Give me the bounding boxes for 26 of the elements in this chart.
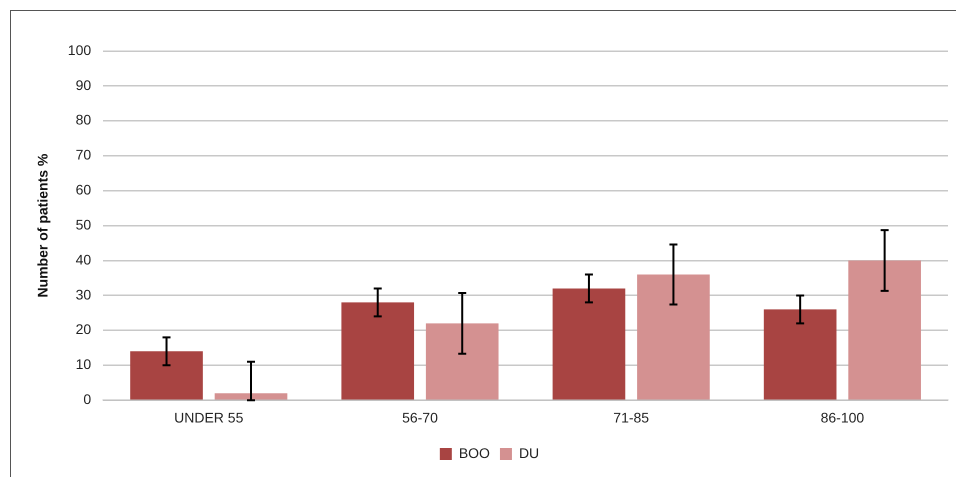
y-tick-label: 80 <box>76 112 92 128</box>
y-tick-label: 70 <box>76 146 92 163</box>
legend-label: BOO <box>458 444 490 461</box>
y-tick-label: 30 <box>76 286 92 302</box>
bar <box>341 302 414 400</box>
bar <box>848 260 921 400</box>
bar <box>637 274 710 400</box>
legend-label: DU <box>518 444 540 461</box>
y-tick-label: 40 <box>76 251 92 268</box>
y-tick-label: 0 <box>83 391 92 408</box>
bar <box>130 351 203 400</box>
x-tick-label: 56-70 <box>402 409 438 426</box>
bar <box>764 309 836 400</box>
x-tick-label: 86-100 <box>820 409 864 426</box>
y-axis-title: Number of patients % <box>34 153 50 298</box>
bar <box>426 323 499 400</box>
y-tick-label: 60 <box>76 182 92 198</box>
x-tick-label: UNDER 55 <box>174 409 244 426</box>
x-tick-label: 71-85 <box>613 409 650 426</box>
bar <box>552 288 626 400</box>
y-tick-label: 90 <box>76 76 92 93</box>
y-tick-label: 100 <box>68 42 92 58</box>
bar <box>214 393 288 400</box>
y-tick-label: 20 <box>76 321 92 338</box>
y-tick-label: 50 <box>76 216 92 232</box>
y-tick-label: 10 <box>76 356 92 372</box>
